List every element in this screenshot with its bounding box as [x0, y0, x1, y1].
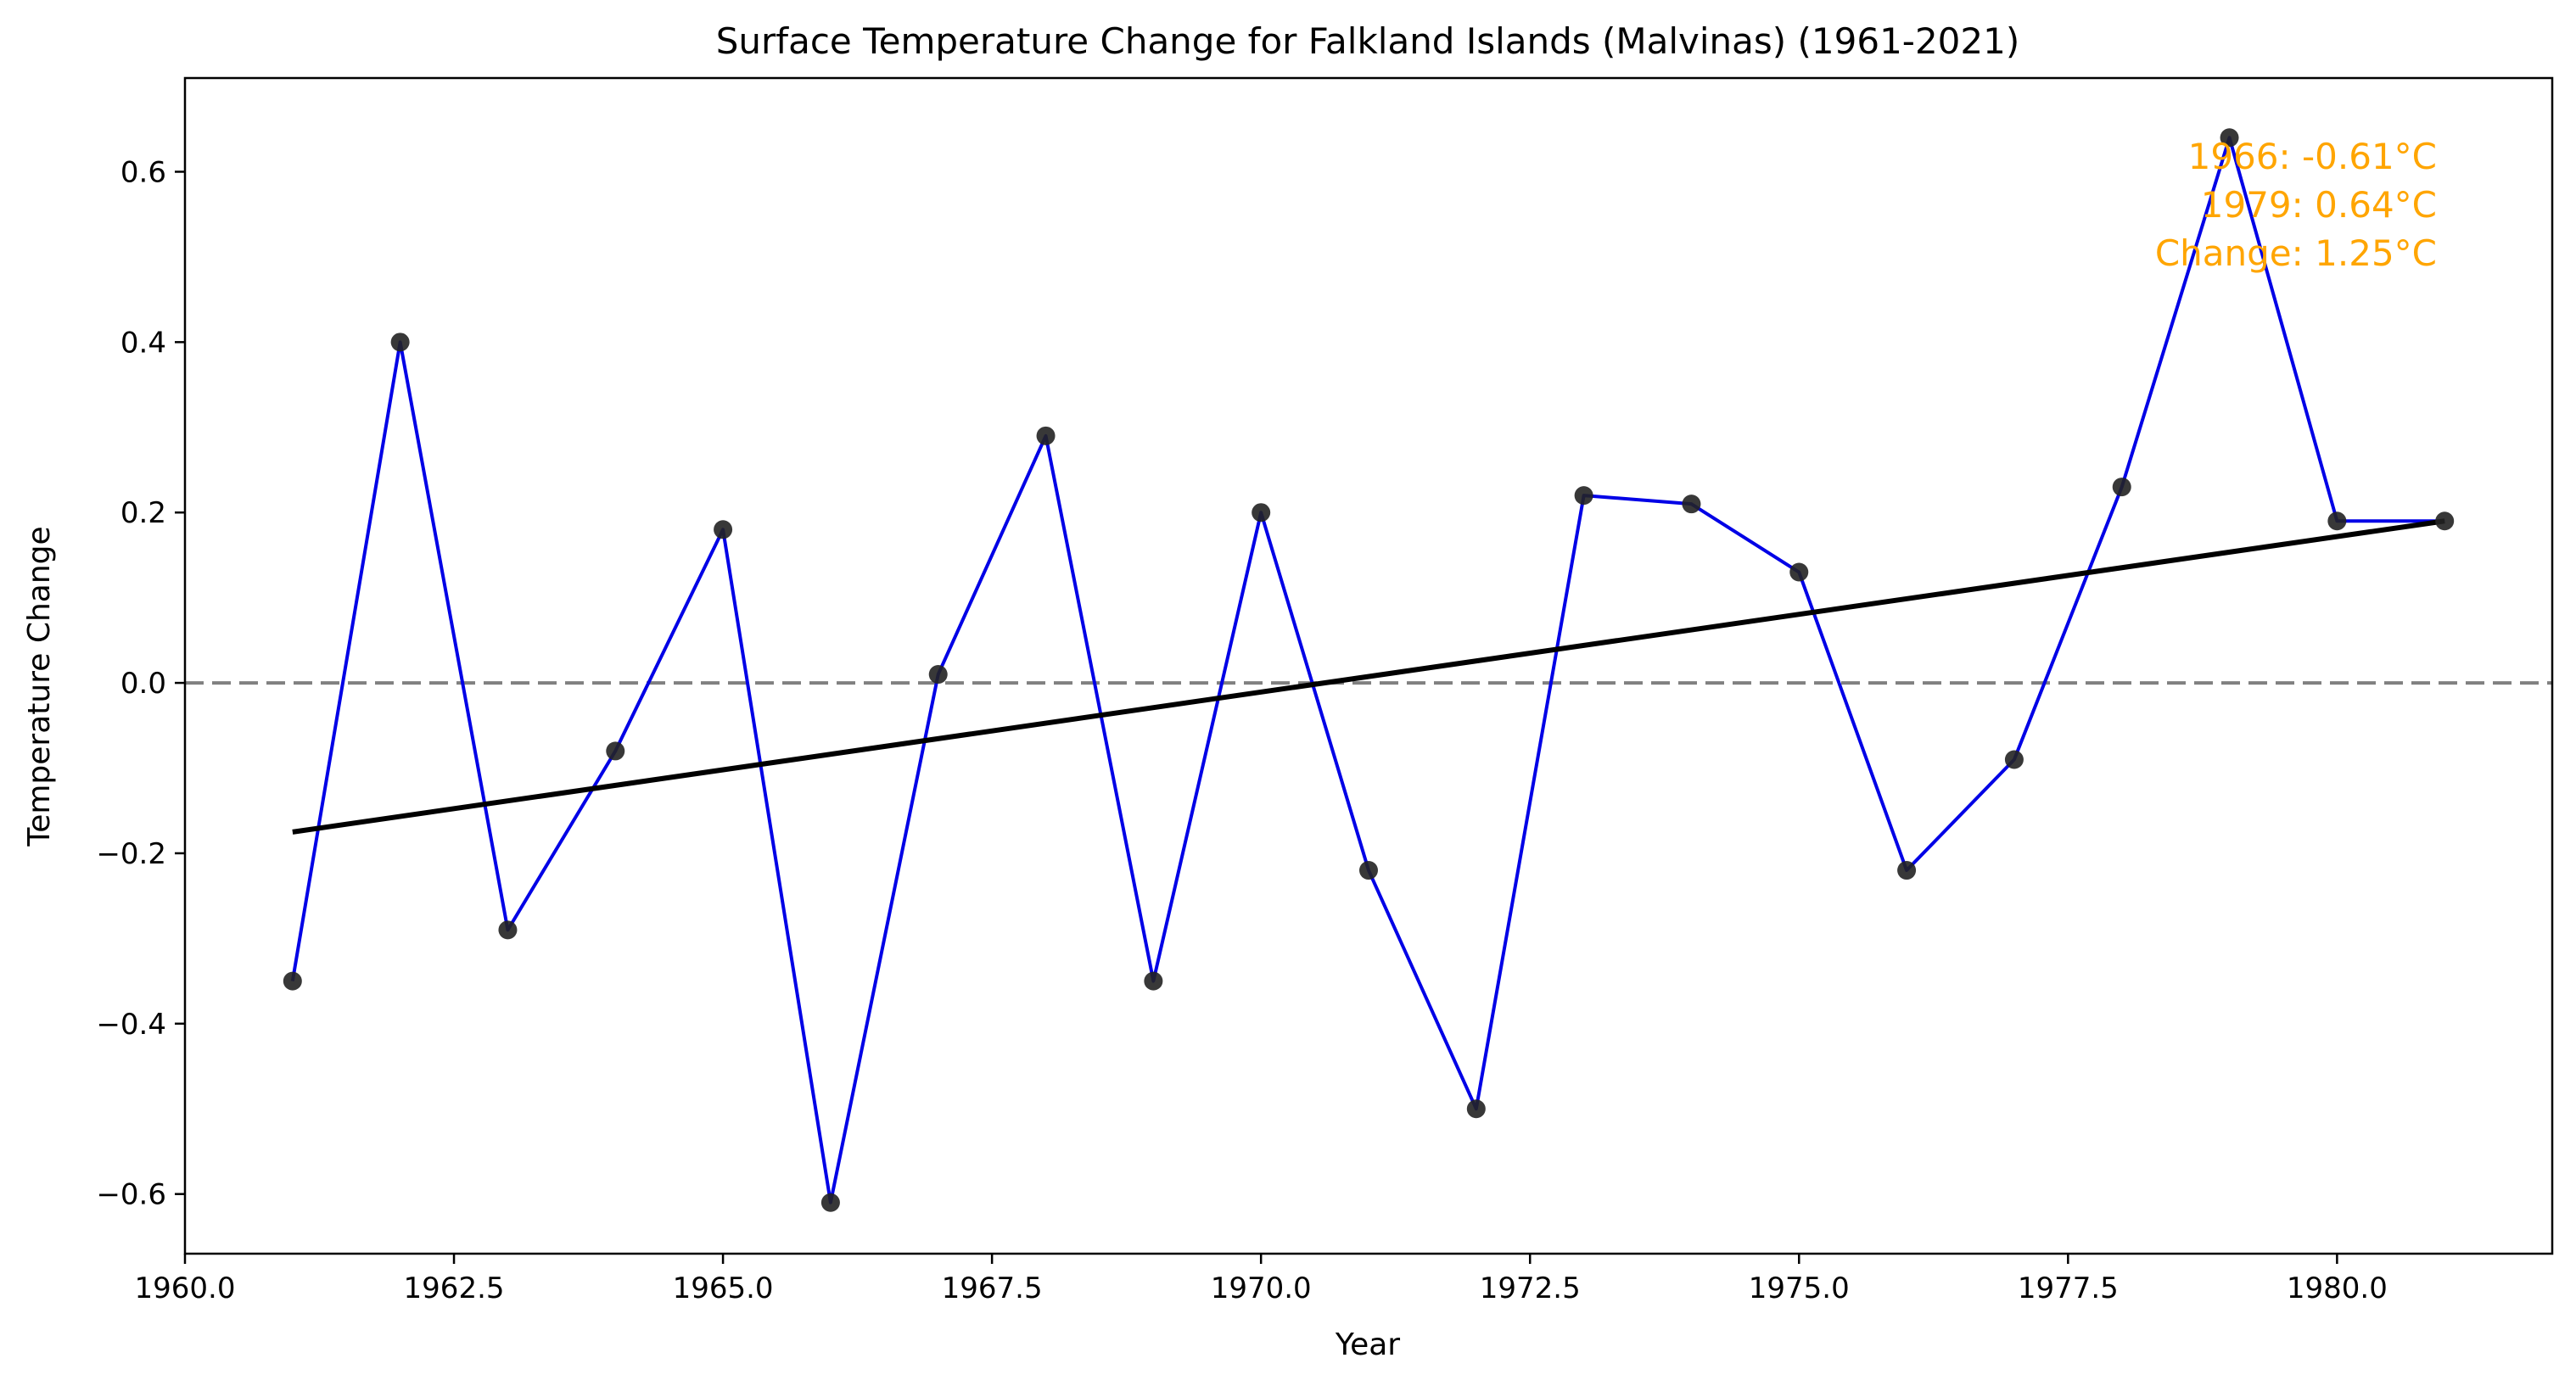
data-point-1980: [2327, 511, 2347, 531]
data-point-1981: [2435, 511, 2455, 531]
data-point-1966: [820, 1193, 840, 1212]
x-tick-label: 1975.0: [1749, 1271, 1850, 1305]
series-line: [290, 136, 2445, 1204]
data-point-1969: [1144, 971, 1163, 991]
x-tick-label: 1970.0: [1211, 1271, 1312, 1305]
x-tick-label: 1967.5: [942, 1271, 1043, 1305]
x-tick-label: 1962.5: [404, 1271, 505, 1305]
data-point-1972: [1466, 1099, 1486, 1119]
trend-line: [292, 518, 2445, 835]
data-point-1963: [498, 920, 518, 940]
annotation-line-3: Change: 1.25°C: [2155, 232, 2437, 274]
data-point-1970: [1252, 503, 1271, 523]
y-tick-label: −0.2: [96, 837, 166, 871]
data-point-1961: [283, 971, 302, 991]
annotation-line-2: 1979: 0.64°C: [2201, 184, 2437, 226]
data-point-1973: [1574, 486, 1593, 506]
data-point-1979: [2220, 128, 2239, 148]
y-tick-label: −0.4: [96, 1008, 166, 1042]
plot-area: 1960.0 1962.5 1965.0 1967.5 1970.0 1972.5 1975…: [96, 76, 2554, 1305]
data-point-1971: [1359, 861, 1378, 880]
data-point-1978: [2112, 478, 2131, 497]
x-tick-label: 1965.0: [673, 1271, 774, 1305]
data-point-1967: [928, 665, 948, 685]
data-point-1962: [390, 333, 410, 352]
x-tick-label: 1977.5: [2018, 1271, 2119, 1305]
y-tick-label: −0.6: [96, 1178, 166, 1212]
annotation-line-1: 1966: -0.61°C: [2188, 136, 2437, 177]
x-tick-label: 1960.0: [135, 1271, 236, 1305]
y-tick-label: 0.0: [120, 667, 166, 701]
x-tick-label: 1980.0: [2287, 1271, 2388, 1305]
plot-frame: [183, 76, 2554, 1255]
data-point-1964: [606, 741, 625, 761]
data-point-1974: [1682, 495, 1701, 514]
y-axis-label: Temperature Change: [22, 526, 57, 847]
data-point-1965: [714, 520, 733, 539]
data-point-1976: [1897, 861, 1917, 880]
x-axis-label: Year: [1335, 1327, 1400, 1362]
chart-title: Surface Temperature Change for Falkland …: [716, 20, 2020, 62]
data-point-1975: [1789, 562, 1809, 582]
y-tick-label: 0.4: [120, 326, 166, 360]
data-point-1968: [1036, 426, 1056, 445]
y-tick-label: 0.6: [120, 155, 166, 189]
data-point-1977: [2004, 750, 2024, 769]
y-tick-label: 0.2: [120, 496, 166, 530]
x-tick-label: 1972.5: [1480, 1271, 1581, 1305]
